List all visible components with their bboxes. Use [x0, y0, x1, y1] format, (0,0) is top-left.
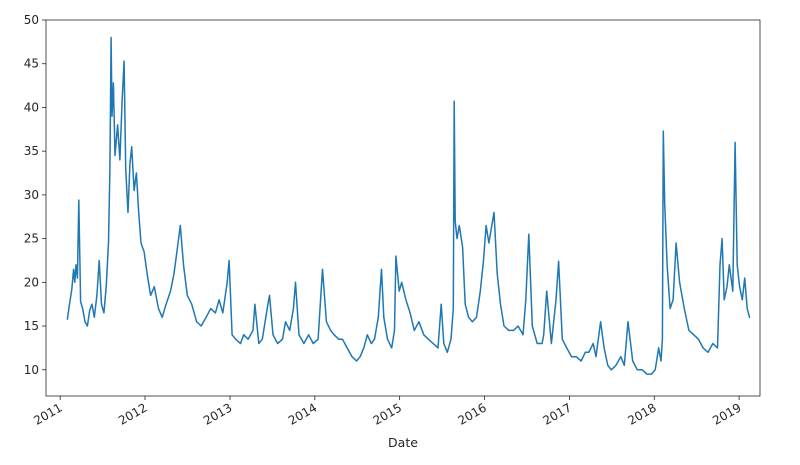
series-line [66, 36, 751, 375]
x-tick-label: 2017 [541, 400, 574, 427]
x-tick-label: 2013 [201, 400, 234, 427]
y-tick-label: 50 [24, 13, 39, 27]
x-tick-label: 2014 [286, 400, 319, 427]
y-tick-label: 45 [24, 57, 39, 71]
plot-frame [45, 19, 761, 397]
y-tick-label: 15 [24, 319, 39, 333]
x-tick-label: 2015 [371, 400, 404, 427]
x-tick-label: 2019 [710, 400, 743, 427]
x-tick-label: 2011 [31, 400, 64, 427]
y-tick-label: 30 [24, 188, 39, 202]
y-tick-label: 25 [24, 232, 39, 246]
y-axis: 10 15 20 25 30 35 40 45 50 [24, 13, 46, 377]
x-axis-label: Date [388, 435, 418, 450]
y-tick-label: 20 [24, 275, 39, 289]
y-tick-label: 35 [24, 144, 39, 158]
y-tick-label: 40 [24, 100, 39, 114]
x-tick-label: 2012 [116, 400, 149, 427]
x-axis: 2011 2012 2013 2014 2015 2016 2017 2018 2019 [31, 396, 744, 428]
y-tick-label: 10 [24, 363, 39, 377]
x-tick-label: 2018 [625, 400, 658, 427]
plot-area [66, 36, 751, 375]
x-tick-label: 2016 [455, 400, 488, 427]
